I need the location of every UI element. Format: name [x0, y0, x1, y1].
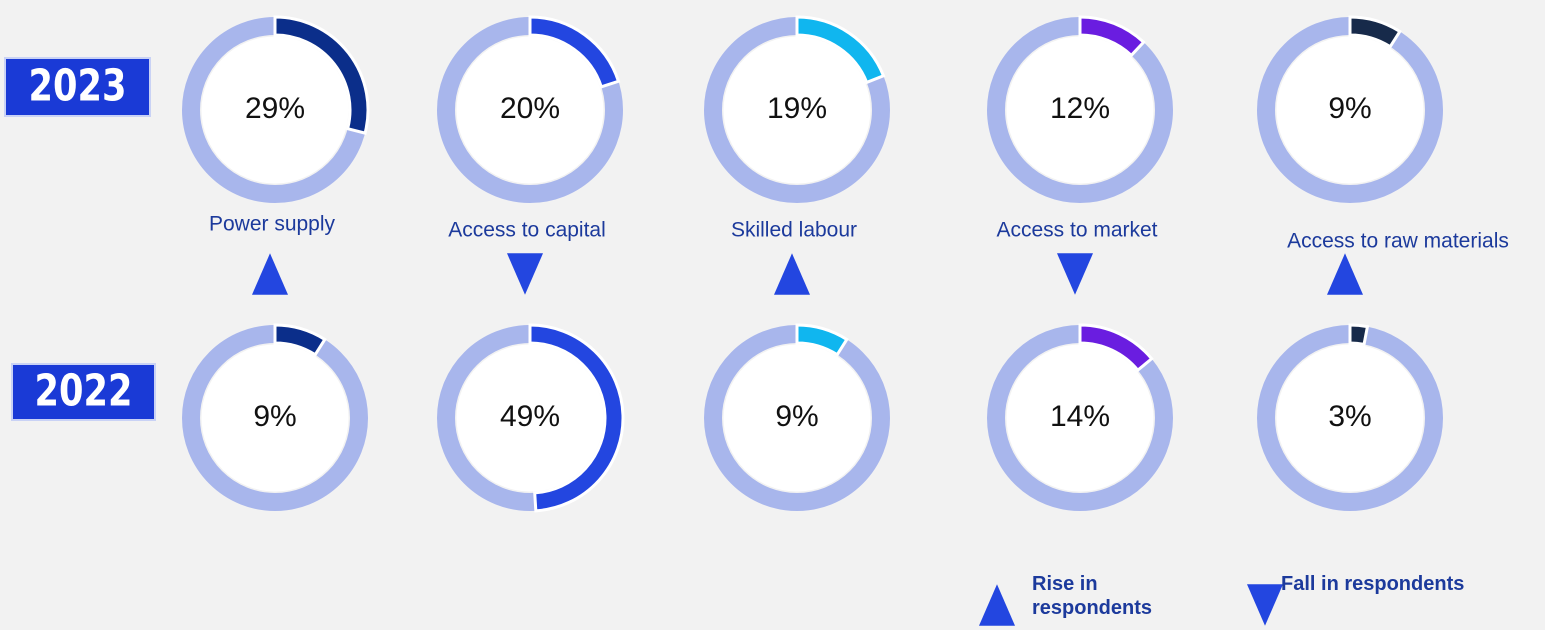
donut-segment	[1078, 15, 1146, 58]
value-label: 3%	[1328, 400, 1371, 433]
value-label: 12%	[1050, 92, 1110, 125]
donut-hole	[456, 36, 604, 184]
trend-arrow	[1327, 253, 1363, 295]
donut-hole	[723, 344, 871, 492]
donut-hole	[456, 344, 604, 492]
trend-arrow	[774, 253, 810, 295]
year-box	[4, 57, 151, 117]
donut-hole	[1276, 344, 1424, 492]
donut-hole	[723, 36, 871, 184]
donut-hole	[201, 36, 349, 184]
year-box	[11, 363, 156, 421]
category-label: Skilled labour	[731, 219, 857, 242]
donut-segment	[528, 15, 621, 89]
trend-arrow	[507, 253, 543, 295]
value-label: 9%	[1328, 92, 1371, 125]
donut-hole	[1006, 36, 1154, 184]
year-label: 2023	[29, 61, 127, 112]
value-label: 9%	[775, 400, 818, 433]
donut-segment	[795, 15, 886, 85]
donut-segment	[1078, 323, 1154, 373]
category-label: Access to market	[996, 219, 1157, 242]
year-label: 2022	[35, 366, 133, 417]
donut-segment	[528, 323, 625, 513]
value-label: 14%	[1050, 400, 1110, 433]
value-label: 29%	[245, 92, 305, 125]
value-label: 20%	[500, 92, 560, 125]
legend-fall-icon	[1247, 584, 1283, 626]
donut-segment	[1348, 15, 1402, 49]
donut-segment	[273, 323, 327, 357]
category-label: Access to capital	[448, 219, 606, 242]
donut-segment	[1348, 323, 1370, 347]
donut-segment	[273, 15, 370, 135]
donut-hole	[1276, 36, 1424, 184]
category-label: Access to raw materials	[1287, 230, 1509, 253]
donut-segment	[795, 323, 849, 357]
value-label: 9%	[253, 400, 296, 433]
trend-arrow	[1057, 253, 1093, 295]
legend-rise-icon	[979, 584, 1015, 626]
legend-rise-label: Rise in respondents	[1032, 573, 1153, 619]
donut-hole	[1006, 344, 1154, 492]
legend-fall-label: Fall in respondents	[1281, 573, 1465, 595]
value-label: 49%	[500, 400, 560, 433]
category-label: Power supply	[209, 213, 336, 236]
value-label: 19%	[767, 92, 827, 125]
trend-arrow	[252, 253, 288, 295]
donut-hole	[201, 344, 349, 492]
